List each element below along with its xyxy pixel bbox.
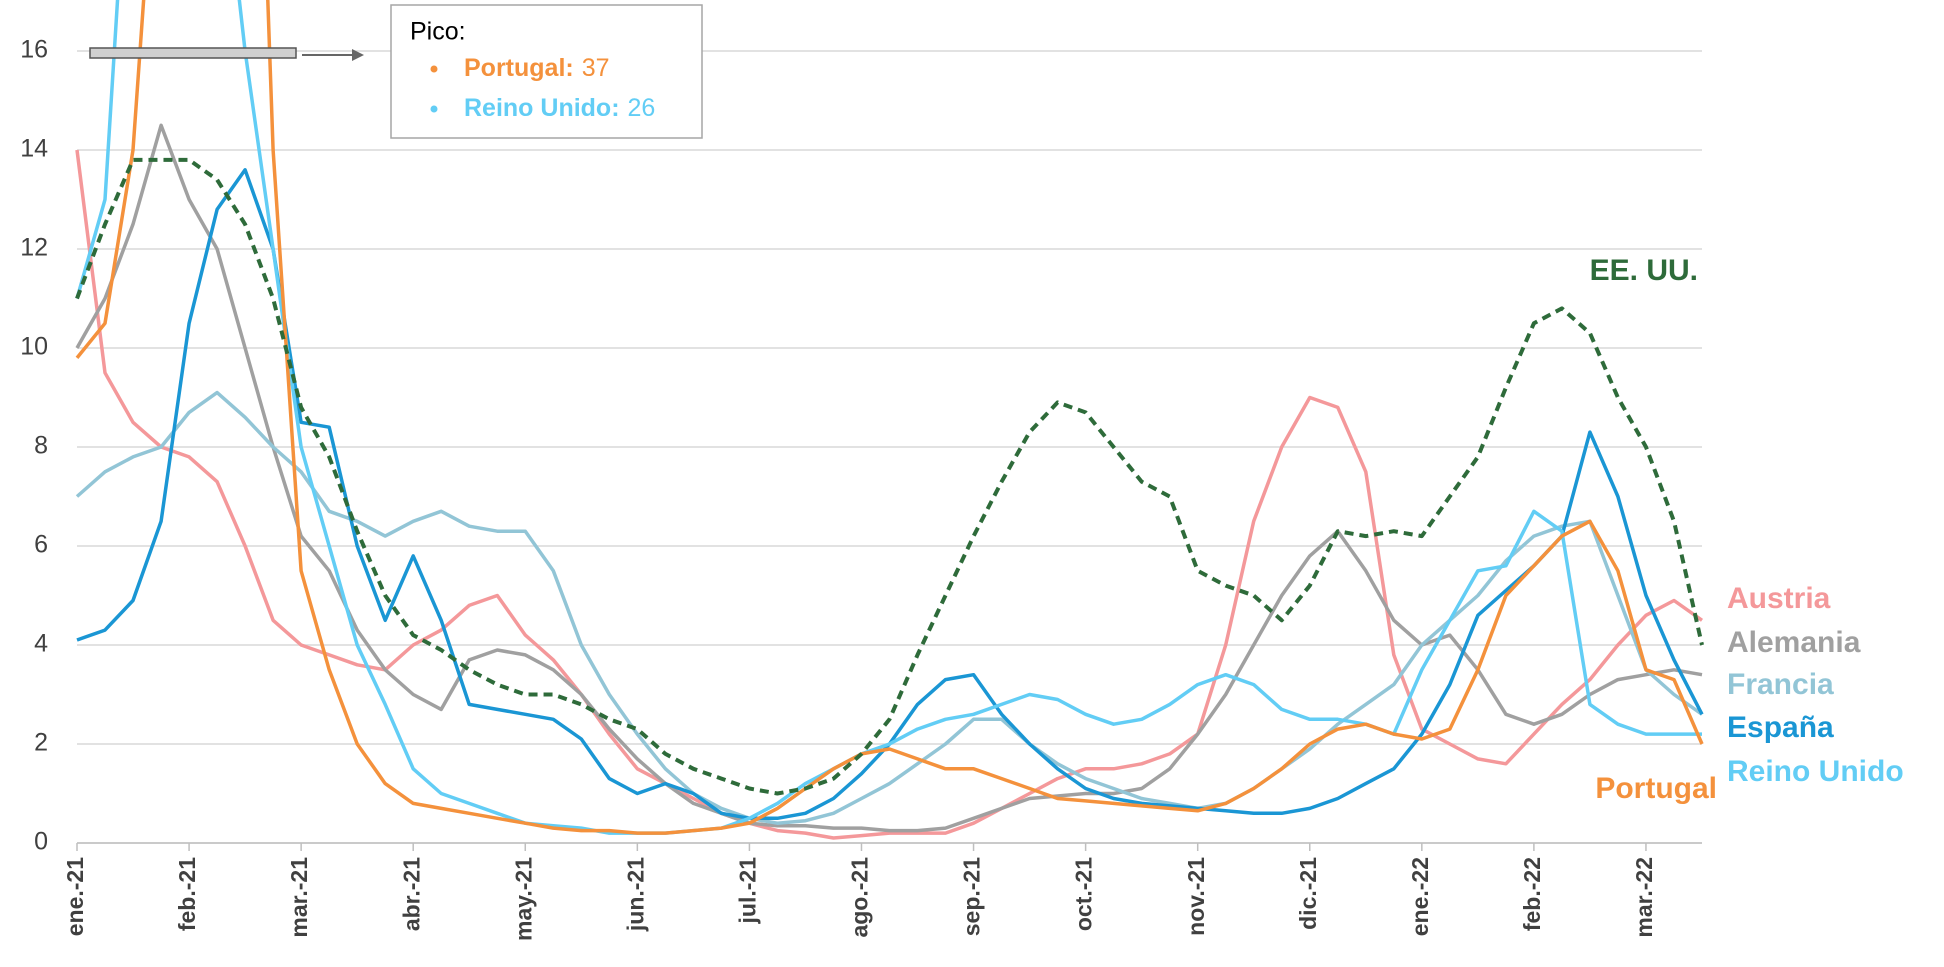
note-bullet: [430, 65, 438, 73]
y-tick-label: 4: [34, 630, 48, 658]
x-tick-label: ene.-22: [1407, 857, 1433, 936]
x-tick-label: nov.-21: [1183, 857, 1209, 936]
y-tick-label: 8: [34, 432, 48, 460]
series-line: [75, 157, 1704, 796]
series-line: [75, 390, 1704, 825]
note-label: Portugal:: [464, 54, 574, 82]
series-label: Portugal: [1595, 772, 1717, 805]
x-tick-label: jun.-21: [622, 857, 648, 932]
x-tick-label: may.-21: [510, 857, 536, 941]
x-tick-label: ago.-21: [847, 857, 873, 938]
note-label: Reino Unido:: [464, 94, 620, 122]
x-tick-label: oct.-21: [1071, 857, 1097, 931]
y-tick-label: 16: [20, 36, 48, 64]
y-tick-label: 0: [34, 828, 48, 856]
note-item: Portugal: 37: [464, 54, 610, 82]
x-tick-label: mar.-22: [1631, 857, 1657, 938]
note-bullet: [430, 105, 438, 113]
peak-note: Pico: Portugal: 37 Reino Unido: 26: [390, 4, 703, 139]
x-tick-label: feb.-22: [1519, 857, 1545, 931]
offscale-bar: [89, 47, 297, 59]
x-tick-label: abr.-21: [398, 857, 424, 931]
y-tick-label: 2: [34, 729, 48, 757]
x-tick-label: jul.-21: [734, 857, 760, 925]
series-label: Alemania: [1727, 626, 1861, 659]
series-line: [75, 123, 1703, 833]
series-label: Francia: [1727, 668, 1834, 701]
x-tick-label: sep.-21: [959, 857, 985, 936]
labels: 0 2 4 6 8 10 12 14 16 ene.-21 feb.-21 mar.-21 abr.-2…: [20, 36, 1903, 941]
series-label: España: [1727, 711, 1834, 744]
note-box: [390, 4, 703, 139]
y-tick-label: 6: [34, 531, 48, 559]
grid: [76, 50, 1702, 851]
note-value: 26: [628, 94, 656, 122]
y-tick-label: 12: [20, 234, 48, 262]
series-label: Reino Unido: [1727, 755, 1904, 788]
y-tick-label: 14: [20, 135, 48, 163]
note-value: 37: [582, 54, 610, 82]
note-title: Pico:: [410, 18, 466, 46]
series-line: [75, 0, 1702, 835]
lines: [75, 0, 1704, 840]
series-line: [75, 0, 1704, 835]
x-tick-label: dic.-21: [1295, 857, 1321, 930]
series-label: Austria: [1727, 582, 1831, 615]
offscale-arrowhead: [352, 49, 364, 61]
series-label: EE. UU.: [1590, 254, 1698, 287]
x-tick-label: feb.-21: [174, 857, 200, 931]
x-tick-label: mar.-21: [286, 857, 312, 938]
x-tick-label: ene.-21: [62, 857, 88, 936]
y-tick-label: 10: [20, 333, 48, 361]
note-item: Reino Unido: 26: [464, 94, 655, 122]
series-line: [75, 149, 1704, 840]
